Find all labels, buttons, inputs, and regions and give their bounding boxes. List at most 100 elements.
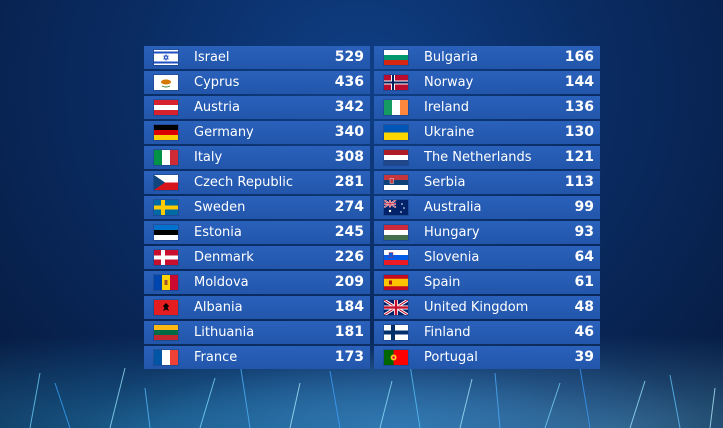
country-name: Bulgaria <box>424 50 478 65</box>
country-name: Lithuania <box>194 325 255 340</box>
serbia-flag-icon <box>384 175 408 190</box>
germany-flag-icon <box>154 125 178 140</box>
scoreboard-right-column: Bulgaria 166 Norway 144 Ireland 136 Ukraine 130… <box>374 46 600 371</box>
scoreboard-row-france: France 173 <box>144 346 370 369</box>
scoreboard: Israel 529 Cyprus 436 Austria 342 Germany 340 It… <box>144 46 601 371</box>
country-name: Austria <box>194 100 240 115</box>
points-value: 184 <box>334 299 364 315</box>
scoreboard-row-spain: Spain 61 <box>374 271 600 294</box>
scoreboard-row-denmark: Denmark 226 <box>144 246 370 269</box>
country-name: Germany <box>194 125 254 140</box>
points-value: 136 <box>564 99 594 115</box>
points-value: 113 <box>564 174 594 190</box>
austria-flag-icon <box>154 100 178 115</box>
points-value: 226 <box>334 249 364 265</box>
scoreboard-row-serbia: Serbia 113 <box>374 171 600 194</box>
points-value: 99 <box>574 199 594 215</box>
country-name: Israel <box>194 50 230 65</box>
scoreboard-row-austria: Austria 342 <box>144 96 370 119</box>
italy-flag-icon <box>154 150 178 165</box>
cyprus-flag-icon <box>154 75 178 90</box>
sweden-flag-icon <box>154 200 178 215</box>
country-name: Ireland <box>424 100 469 115</box>
country-name: France <box>194 350 238 365</box>
scoreboard-row-germany: Germany 340 <box>144 121 370 144</box>
scoreboard-row-czech-republic: Czech Republic 281 <box>144 171 370 194</box>
moldova-flag-icon <box>154 275 178 290</box>
lithuania-flag-icon <box>154 325 178 340</box>
country-name: Estonia <box>194 225 242 240</box>
country-name: Denmark <box>194 250 254 265</box>
scoreboard-row-bulgaria: Bulgaria 166 <box>374 46 600 69</box>
scoreboard-row-norway: Norway 144 <box>374 71 600 94</box>
points-value: 529 <box>334 49 364 65</box>
points-value: 274 <box>334 199 364 215</box>
scoreboard-row-ukraine: Ukraine 130 <box>374 121 600 144</box>
points-value: 342 <box>334 99 364 115</box>
points-value: 46 <box>574 324 594 340</box>
points-value: 181 <box>334 324 364 340</box>
points-value: 436 <box>334 74 364 90</box>
country-name: Sweden <box>194 200 246 215</box>
points-value: 308 <box>334 149 364 165</box>
denmark-flag-icon <box>154 250 178 265</box>
light-rays-decoration <box>29 362 716 428</box>
scoreboard-row-hungary: Hungary 93 <box>374 221 600 244</box>
scoreboard-row-sweden: Sweden 274 <box>144 196 370 219</box>
scoreboard-row-slovenia: Slovenia 64 <box>374 246 600 269</box>
country-name: Finland <box>424 325 471 340</box>
czech-republic-flag-icon <box>154 175 178 190</box>
scoreboard-row-albania: Albania 184 <box>144 296 370 319</box>
points-value: 130 <box>564 124 594 140</box>
australia-flag-icon <box>384 200 408 215</box>
estonia-flag-icon <box>154 225 178 240</box>
scoreboard-row-cyprus: Cyprus 436 <box>144 71 370 94</box>
scoreboard-row-finland: Finland 46 <box>374 321 600 344</box>
country-name: Italy <box>194 150 223 165</box>
country-name: United Kingdom <box>424 300 529 315</box>
israel-flag-icon <box>154 50 178 65</box>
points-value: 281 <box>334 174 364 190</box>
scoreboard-row-united-kingdom: United Kingdom 48 <box>374 296 600 319</box>
hungary-flag-icon <box>384 225 408 240</box>
country-name: Spain <box>424 275 461 290</box>
spain-flag-icon <box>384 275 408 290</box>
points-value: 173 <box>334 349 364 365</box>
netherlands-flag-icon <box>384 150 408 165</box>
ukraine-flag-icon <box>384 125 408 140</box>
points-value: 245 <box>334 224 364 240</box>
points-value: 121 <box>564 149 594 165</box>
scoreboard-row-lithuania: Lithuania 181 <box>144 321 370 344</box>
points-value: 144 <box>564 74 594 90</box>
country-name: Norway <box>424 75 474 90</box>
points-value: 61 <box>574 274 594 290</box>
scoreboard-left-column: Israel 529 Cyprus 436 Austria 342 Germany 340 It… <box>144 46 370 371</box>
country-name: Australia <box>424 200 482 215</box>
scoreboard-row-portugal: Portugal 39 <box>374 346 600 369</box>
albania-flag-icon <box>154 300 178 315</box>
scoreboard-row-israel: Israel 529 <box>144 46 370 69</box>
scoreboard-row-ireland: Ireland 136 <box>374 96 600 119</box>
united-kingdom-flag-icon <box>384 300 408 315</box>
country-name: Portugal <box>424 350 478 365</box>
country-name: Hungary <box>424 225 480 240</box>
country-name: The Netherlands <box>424 150 532 165</box>
country-name: Albania <box>194 300 243 315</box>
norway-flag-icon <box>384 75 408 90</box>
points-value: 39 <box>574 349 594 365</box>
points-value: 48 <box>574 299 594 315</box>
scoreboard-row-australia: Australia 99 <box>374 196 600 219</box>
country-name: Ukraine <box>424 125 475 140</box>
finland-flag-icon <box>384 325 408 340</box>
slovenia-flag-icon <box>384 250 408 265</box>
scoreboard-row-moldova: Moldova 209 <box>144 271 370 294</box>
points-value: 209 <box>334 274 364 290</box>
country-name: Czech Republic <box>194 175 293 190</box>
country-name: Serbia <box>424 175 466 190</box>
country-name: Moldova <box>194 275 249 290</box>
ireland-flag-icon <box>384 100 408 115</box>
scoreboard-row-estonia: Estonia 245 <box>144 221 370 244</box>
bulgaria-flag-icon <box>384 50 408 65</box>
scoreboard-row-the-netherlands: The Netherlands 121 <box>374 146 600 169</box>
points-value: 166 <box>564 49 594 65</box>
